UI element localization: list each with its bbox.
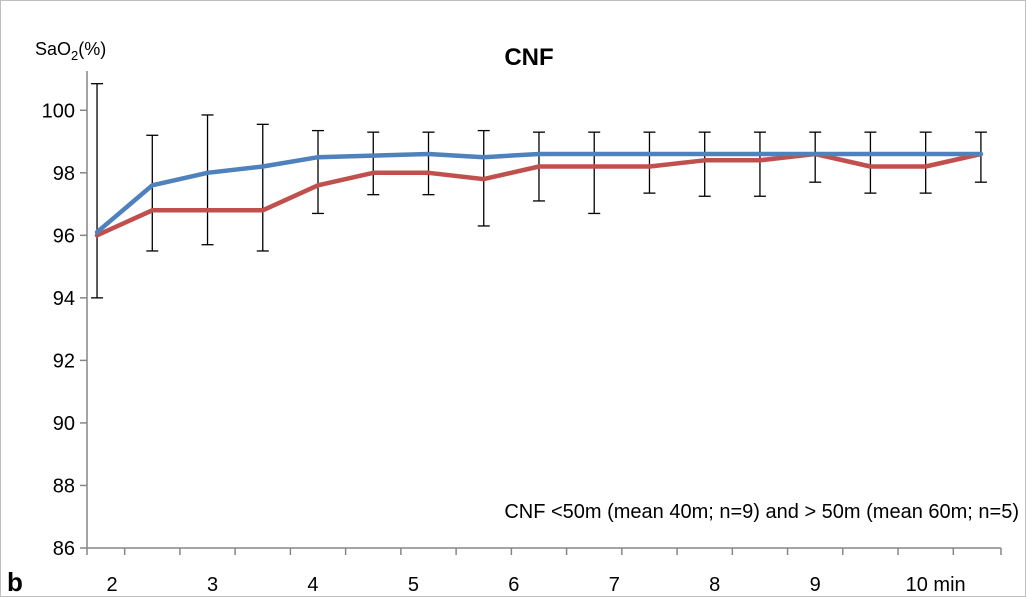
y-tick-label: 86 — [53, 538, 75, 560]
y-tick-label: 94 — [53, 288, 75, 310]
axes — [80, 71, 1002, 555]
x-tick-label: 5 — [408, 574, 419, 596]
y-axis-label-suffix: (%) — [78, 39, 106, 59]
panel-label: b — [7, 567, 23, 597]
chart-title: CNF — [504, 44, 553, 71]
series-lines — [94, 151, 984, 238]
x-tick-label: 2 — [107, 574, 118, 596]
series-line-blue — [94, 151, 984, 235]
y-tick-label: 98 — [53, 163, 75, 185]
y-tick-label: 100 — [42, 100, 75, 122]
x-tick-label: 9 — [810, 574, 821, 596]
series-line-red — [94, 151, 984, 238]
x-tick-labels: 2 3 4 5 6 7 8 9 10 min — [107, 574, 966, 596]
x-tick-label: 6 — [508, 574, 519, 596]
x-tick-label: 8 — [709, 574, 720, 596]
x-tick-label: 7 — [609, 574, 620, 596]
y-tick-label: 92 — [53, 350, 75, 372]
y-tick-label: 90 — [53, 413, 75, 435]
chart-annotation: CNF <50m (mean 40m; n=9) and > 50m (mean… — [504, 501, 1019, 523]
y-tick-labels: 86 88 90 92 94 96 98 100 — [42, 100, 75, 560]
error-bars — [91, 83, 987, 299]
y-tick-label: 88 — [53, 475, 75, 497]
x-tick-label: 4 — [307, 574, 318, 596]
x-tick-label: 3 — [207, 574, 218, 596]
x-tick-label: 10 min — [906, 574, 966, 596]
y-axis-label-main: SaO — [35, 39, 71, 59]
y-tick-label: 96 — [53, 225, 75, 247]
y-axis-label-subscript: 2 — [71, 48, 78, 63]
y-axis-label: SaO2(%) — [35, 39, 106, 63]
